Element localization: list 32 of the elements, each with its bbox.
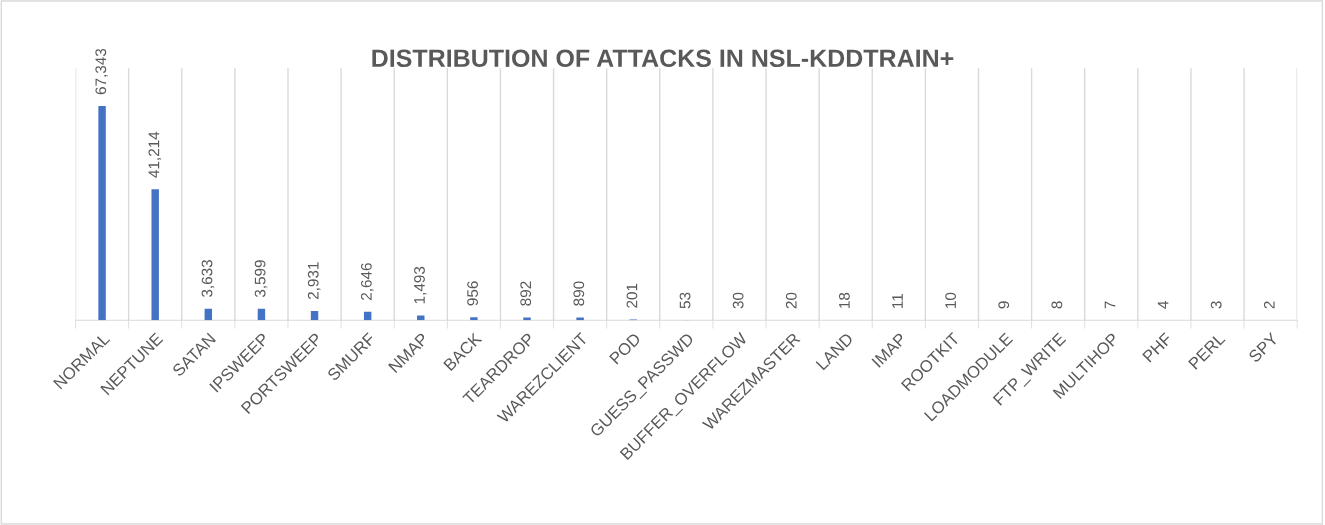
bar — [257, 308, 266, 321]
data-label: 3,599 — [254, 260, 268, 298]
bar — [204, 308, 213, 321]
bar — [576, 317, 584, 321]
bar — [523, 317, 531, 321]
data-label: 2 — [1263, 301, 1275, 309]
bar — [151, 189, 159, 321]
data-label: 2,646 — [360, 263, 374, 300]
chart-title: DISTRIBUTION OF ATTACKS IN NSL-KDDTRAIN+ — [372, 49, 954, 68]
data-label: 11 — [892, 293, 903, 308]
data-label: 20 — [785, 292, 797, 309]
data-label: 7 — [1104, 301, 1116, 309]
data-label: 3 — [1210, 301, 1222, 309]
bar — [310, 310, 319, 321]
data-label: 30 — [732, 292, 744, 309]
data-label: 4 — [1157, 301, 1169, 309]
data-label: 8 — [1051, 301, 1063, 309]
data-label: 10 — [945, 292, 957, 308]
data-label: 41,214 — [148, 131, 162, 178]
data-label: 53 — [679, 292, 691, 309]
data-label: 2,931 — [307, 262, 321, 300]
bar — [98, 106, 106, 321]
data-label: 892 — [520, 281, 532, 306]
data-label: 201 — [626, 283, 638, 308]
data-label: 18 — [838, 292, 850, 308]
bar — [470, 317, 478, 321]
data-label: 9 — [998, 301, 1010, 309]
data-label: 67,343 — [95, 48, 108, 95]
data-label: 1,493 — [414, 266, 427, 304]
data-label: 3,633 — [201, 260, 215, 297]
data-label: 956 — [467, 281, 478, 306]
data-label: 890 — [573, 281, 585, 306]
